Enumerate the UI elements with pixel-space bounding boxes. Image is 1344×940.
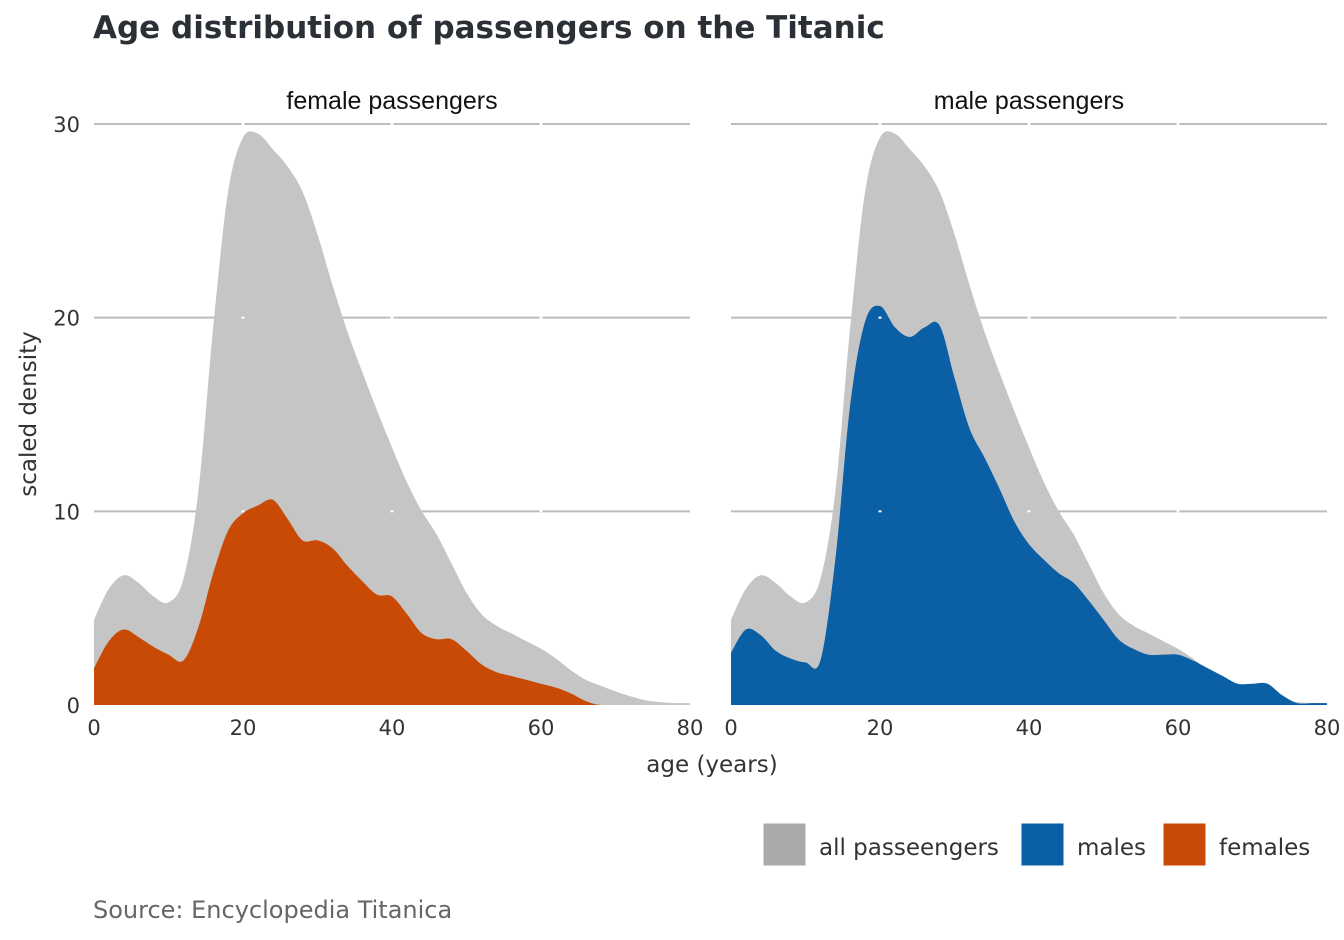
- panel-2: male passengers 0 20 40 60 80: [724, 87, 1340, 740]
- legend-swatch: [1020, 822, 1065, 867]
- legend-item-all: all passeengers: [762, 822, 999, 867]
- legend-label: all passeengers: [819, 835, 999, 861]
- legend-swatch: [762, 822, 807, 867]
- y-tick-label: 30: [53, 113, 80, 137]
- x-tick-label: 20: [867, 716, 894, 740]
- x-tick-label: 0: [87, 716, 100, 740]
- legend-swatch: [1162, 822, 1207, 867]
- panel-1: female passengers 0 20 40 60 80 0 10 20 30: [53, 87, 703, 740]
- area-males: [731, 305, 1327, 705]
- legend: all passeengers males females: [762, 822, 1310, 867]
- y-tick-label: 20: [53, 307, 80, 331]
- legend-item-males: males: [1020, 822, 1146, 867]
- legend-label: females: [1219, 835, 1310, 861]
- x-tick-label: 80: [1314, 716, 1341, 740]
- panel-strip-title: female passengers: [286, 87, 497, 115]
- x-axis-label: age (years): [646, 752, 777, 778]
- x-tick-label: 20: [230, 716, 257, 740]
- y-tick-label: 0: [67, 694, 80, 718]
- panels: female passengers 0 20 40 60 80 0 10 20 30 male pa…: [53, 87, 1340, 740]
- x-tick-label: 80: [677, 716, 704, 740]
- x-tick-label: 60: [1165, 716, 1192, 740]
- x-tick-label: 40: [379, 716, 406, 740]
- legend-item-females: females: [1162, 822, 1310, 867]
- x-tick-label: 60: [528, 716, 555, 740]
- caption: Source: Encyclopedia Titanica: [93, 896, 452, 924]
- y-tick-label: 10: [53, 500, 80, 524]
- y-axis-label: scaled density: [16, 331, 42, 497]
- panel-strip-title: male passengers: [934, 87, 1124, 115]
- area-females: [94, 499, 690, 705]
- chart-title: Age distribution of passengers on the Ti…: [93, 10, 885, 46]
- x-tick-label: 40: [1016, 716, 1043, 740]
- x-tick-label: 0: [724, 716, 737, 740]
- legend-label: males: [1077, 835, 1146, 861]
